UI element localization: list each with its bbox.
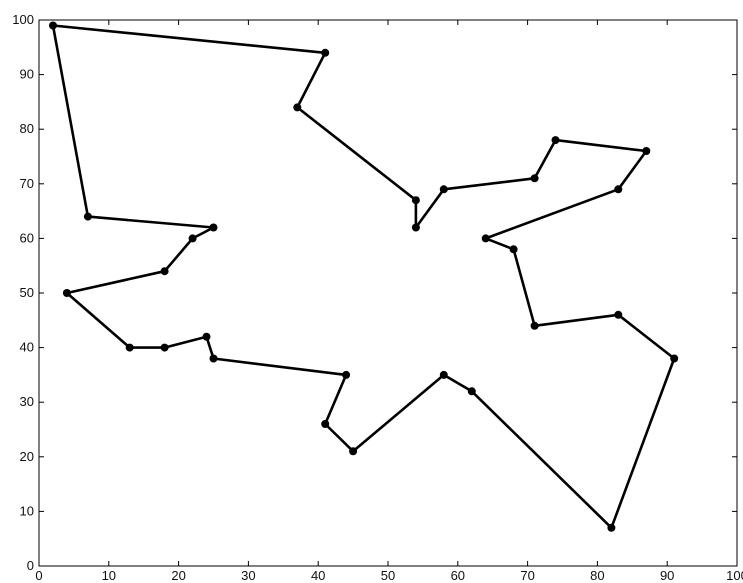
x-tick-label: 50 <box>381 568 395 583</box>
y-tick-label: 40 <box>20 340 34 355</box>
y-tick-label: 20 <box>20 449 34 464</box>
x-tick-label: 100 <box>726 568 743 583</box>
y-tick-label: 60 <box>20 230 34 245</box>
data-point <box>188 234 197 243</box>
data-point <box>439 185 448 194</box>
data-point <box>160 343 169 352</box>
data-point <box>467 387 476 396</box>
data-point <box>209 354 218 363</box>
data-point <box>49 21 57 30</box>
data-point <box>642 147 651 155</box>
x-tick-label: 40 <box>311 568 325 583</box>
x-tick-label: 80 <box>590 568 604 583</box>
data-point <box>670 354 679 363</box>
data-point <box>509 245 518 254</box>
data-point <box>321 48 330 57</box>
data-point <box>614 185 623 194</box>
data-point <box>439 370 448 379</box>
axis-ticks <box>38 19 738 567</box>
data-point <box>530 174 539 183</box>
data-point <box>614 310 623 319</box>
data-point <box>349 447 358 456</box>
y-tick-label: 0 <box>27 558 34 573</box>
data-point <box>83 212 92 221</box>
data-point <box>530 321 539 330</box>
plot-area-frame <box>38 19 738 567</box>
y-tick-label: 100 <box>12 12 34 27</box>
data-point <box>202 332 211 341</box>
x-tick-label: 90 <box>660 568 674 583</box>
y-tick-label: 50 <box>20 285 34 300</box>
y-tick-label: 70 <box>20 176 34 191</box>
y-tick-label: 10 <box>20 503 34 518</box>
x-tick-label: 10 <box>102 568 116 583</box>
data-point <box>607 523 616 532</box>
x-tick-label: 0 <box>35 568 42 583</box>
data-point <box>125 343 134 352</box>
data-point <box>293 103 302 112</box>
x-tick-label: 60 <box>451 568 465 583</box>
y-axis-tick-labels: 0 10 20 30 40 50 60 70 80 90 100 <box>12 12 34 573</box>
route-markers <box>49 21 679 532</box>
data-point <box>321 420 330 428</box>
x-tick-label: 20 <box>171 568 185 583</box>
x-tick-label: 70 <box>520 568 534 583</box>
y-tick-label: 30 <box>20 394 34 409</box>
x-axis-tick-labels: 0 10 20 30 40 50 60 70 80 90 100 <box>35 568 743 583</box>
data-point <box>209 223 218 232</box>
data-point <box>62 289 71 297</box>
data-point <box>481 234 490 243</box>
data-point <box>411 223 420 232</box>
data-point <box>342 370 351 379</box>
data-point <box>551 136 560 145</box>
data-point <box>160 267 169 276</box>
y-tick-label: 90 <box>20 67 34 82</box>
y-tick-label: 80 <box>20 121 34 136</box>
x-tick-label: 30 <box>241 568 255 583</box>
data-point <box>411 196 420 205</box>
